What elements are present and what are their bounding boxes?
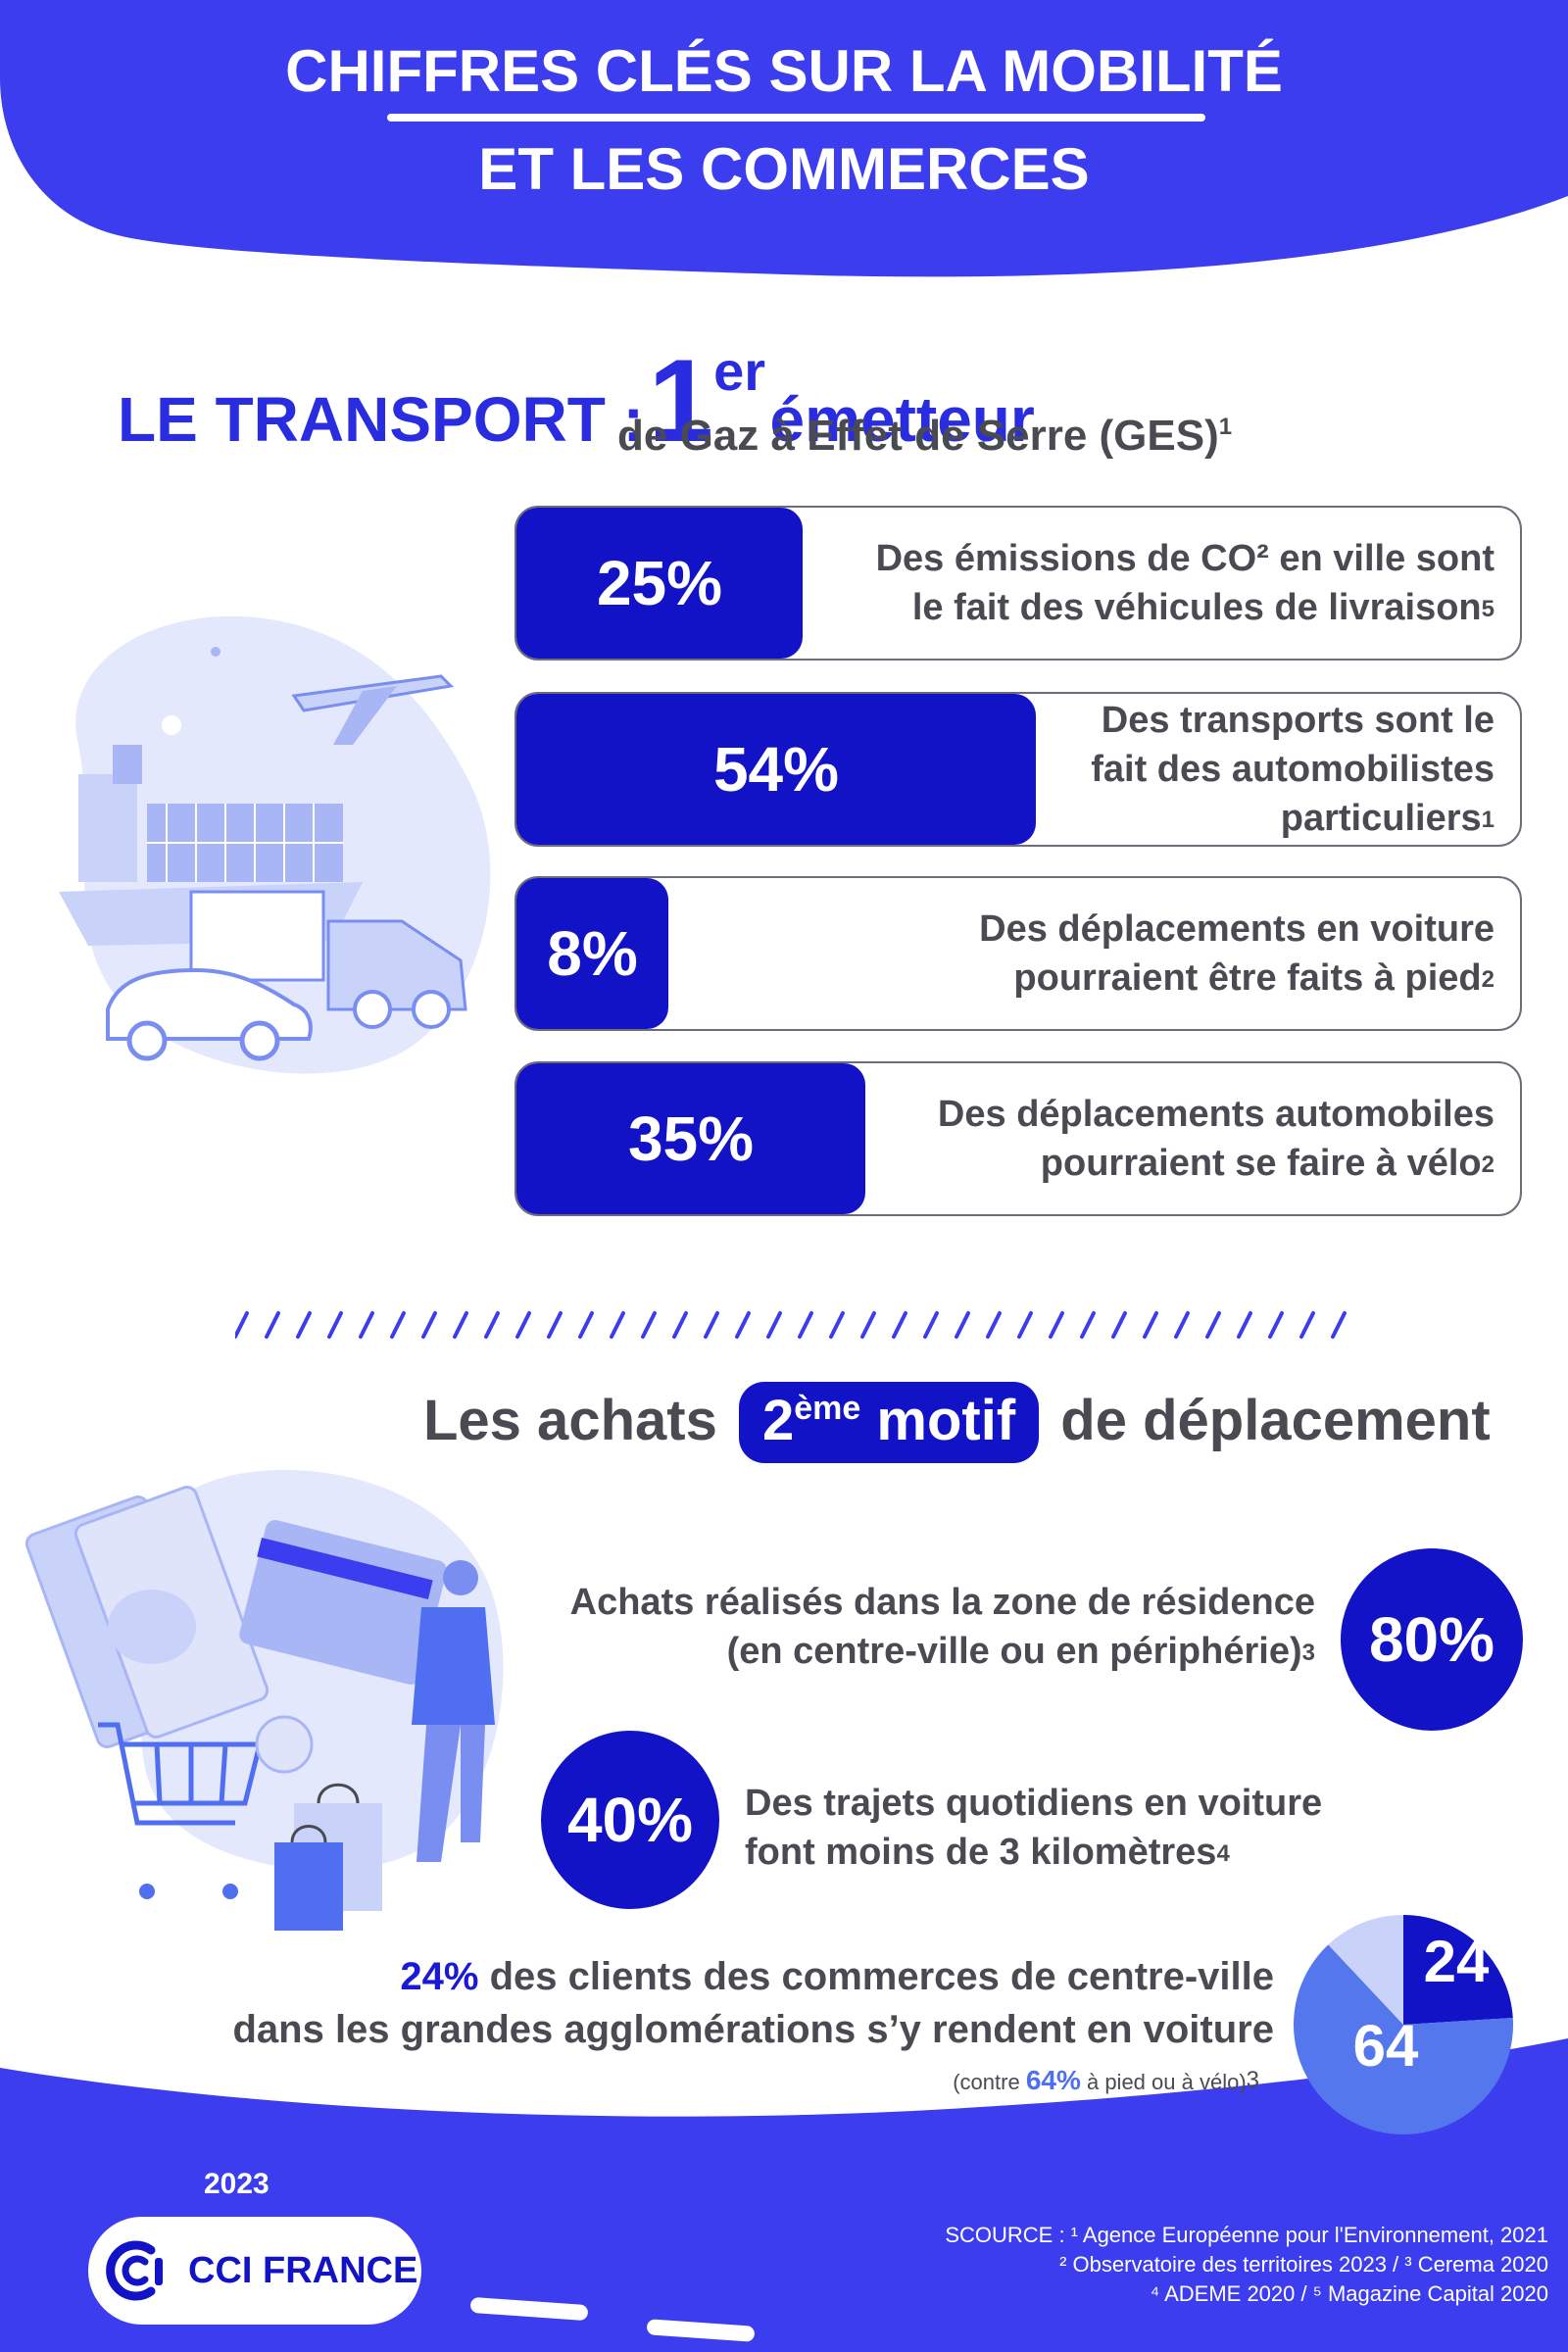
achats-title-pill: 2ème motif (738, 1382, 1040, 1463)
stat-ref: 2 (1481, 1152, 1494, 1178)
dashed-separator (235, 1311, 1347, 1339)
stat-line: (en centre-ville ou en périphérie) (726, 1631, 1302, 1672)
pill-number: 2 (761, 1389, 795, 1452)
stat-ref: 5 (1481, 596, 1494, 622)
contre-prefix: (contre (953, 2070, 1026, 2094)
transport-illustration (59, 615, 491, 1074)
stat80-text: Achats réalisés dans la zone de résidenc… (570, 1578, 1315, 1676)
pie-slice (1294, 1944, 1514, 2134)
stat-line: Des déplacements en voiture (979, 908, 1494, 950)
stat-bar-fill: 54% (516, 694, 1036, 845)
stat-bar-text: Des déplacements en voiture pourraient ê… (979, 878, 1494, 1029)
transport-title-sup: er (713, 340, 766, 402)
stat-bar-fill: 25% (516, 508, 803, 659)
stat24-highlight: 24% (400, 1955, 479, 1998)
stat-line: Des trajets quotidiens en voiture (745, 1783, 1323, 1824)
stat-bar-text: Des déplacements automobiles pourraient … (938, 1063, 1494, 1214)
achats-title: Les achats 2ème motif de déplacement (423, 1382, 1491, 1463)
contre-value: 64% (1025, 2065, 1081, 2095)
stat-bar-fill: 8% (516, 878, 668, 1029)
stat-ref: 2 (1481, 966, 1494, 993)
year-label: 2023 (204, 2168, 270, 2200)
pie-slice (1403, 1915, 1513, 2025)
pie-label: 24 (1424, 1929, 1490, 1994)
transport-subtitle: de Gaz à Effet de Serre (GES)1 (617, 412, 1232, 461)
header-title-line1: CHIFFRES CLÉS SUR LA MOBILITÉ (285, 38, 1283, 104)
contre-suffix: à pied ou à vélo) (1080, 2070, 1247, 2094)
transport-title-number: 1 (648, 335, 714, 466)
pill-word: motif (876, 1389, 1016, 1452)
transport-subtitle-ref: 1 (1218, 414, 1233, 440)
stat-line: fait des automobilistes (1091, 749, 1494, 790)
transport-title-suffix: émetteur (769, 384, 1035, 455)
stat-bar: 8% Des déplacements en voiture pourraien… (514, 876, 1522, 1031)
cci-logo-text: CCI FRANCE (188, 2249, 418, 2291)
pie-slice (1328, 1915, 1403, 2025)
source-line: ² Observatoire des territoires 2023 / ³ … (1059, 2252, 1548, 2277)
transport-subtitle-text: de Gaz à Effet de Serre (GES) (617, 412, 1219, 460)
stat-bar: 54% Des transports sont le fait des auto… (514, 692, 1522, 847)
stat40-circle: 40% (541, 1731, 719, 1909)
transport-title: LE TRANSPORT : 1er émetteur (118, 333, 1035, 468)
stat-ref: 1 (1481, 807, 1494, 833)
shopping-illustration (24, 1470, 504, 1931)
sources: SCOURCE : ¹ Agence Européenne pour l'Env… (945, 2221, 1548, 2309)
header-title-line2: ET LES COMMERCES (478, 136, 1090, 202)
stat-line: Des émissions de CO² en ville sont (875, 538, 1494, 579)
stat24-text: 24% des clients des commerces de centre-… (232, 1950, 1274, 2056)
pie-label: 64 (1353, 2013, 1419, 2079)
stat80-circle: 80% (1341, 1548, 1523, 1731)
cci-logo: CCI FRANCE (88, 2217, 421, 2325)
stat-line: Des transports sont le (1101, 700, 1494, 741)
stat-bar-text: Des transports sont le fait des automobi… (1091, 694, 1494, 845)
transport-title-prefix: LE TRANSPORT : (118, 384, 644, 455)
stat-bar: 35% Des déplacements automobiles pourrai… (514, 1061, 1522, 1216)
stat-line: des clients des commerces de centre-vill… (478, 1955, 1274, 1998)
stat-ref: 3 (1301, 1640, 1315, 1666)
stat-ref: 3 (1246, 2067, 1259, 2093)
cci-logo-icon (106, 2240, 163, 2301)
stat40-text: Des trajets quotidiens en voiture font m… (745, 1779, 1322, 1877)
achats-title-suffix: de déplacement (1060, 1389, 1491, 1452)
stat-bar-text: Des émissions de CO² en ville sont le fa… (876, 508, 1494, 659)
stat-line: font moins de 3 kilomètres (745, 1832, 1217, 1873)
stat-line: Achats réalisés dans la zone de résidenc… (569, 1582, 1315, 1623)
stat-line: pourraient être faits à pied (1013, 957, 1482, 999)
source-line: SCOURCE : ¹ Agence Européenne pour l'Env… (945, 2223, 1548, 2247)
stat-line: dans les grandes agglomérations s’y rend… (232, 2008, 1274, 2051)
source-line: ⁴ ADEME 2020 / ⁵ Magazine Capital 2020 (1150, 2281, 1548, 2306)
stat-line: particuliers (1280, 798, 1482, 839)
stat-bar-fill: 35% (516, 1063, 865, 1214)
stat-line: Des déplacements automobiles (937, 1094, 1494, 1135)
stat-bar: 25% Des émissions de CO² en ville sont l… (514, 506, 1522, 661)
stat24-contre: (contre 64% à pied ou à vélo)3 (953, 2065, 1259, 2096)
achats-title-prefix: Les achats (423, 1389, 717, 1452)
stat-ref: 4 (1216, 1840, 1230, 1867)
stat-line: pourraient se faire à vélo (1040, 1143, 1482, 1184)
pill-sup: ème (794, 1390, 861, 1427)
stat-line: le fait des véhicules de livraison (911, 587, 1482, 628)
